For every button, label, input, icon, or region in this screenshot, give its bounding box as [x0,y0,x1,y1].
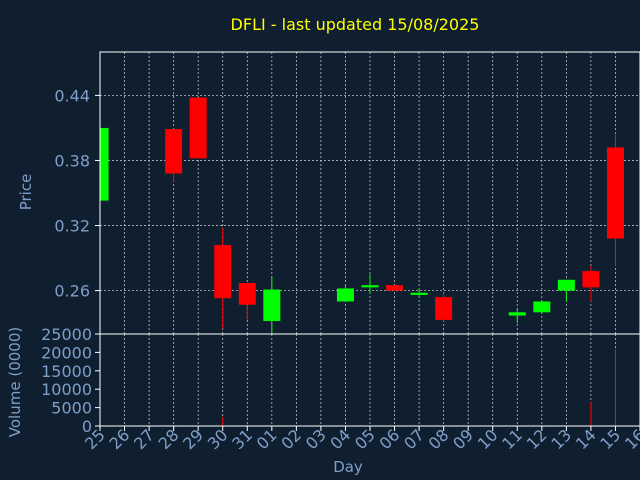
volume-axis-label: Volume (0000) [6,327,24,437]
candle-body [435,297,453,320]
volume-grid [99,334,640,426]
candle-body [606,147,624,239]
candle-body [582,271,600,288]
price-tick-label: 0.32 [54,217,90,236]
candlestick-series [99,97,624,334]
day-axis-label: Day [333,458,363,476]
price-axis-label: Price [17,174,35,211]
volume-tick-label: 20000 [41,343,92,362]
price-tick-label: 0.26 [54,282,90,301]
candle-body [336,288,354,302]
candle-body [238,283,256,305]
price-tick-label: 0.44 [54,86,90,105]
candle-body [386,285,404,291]
candle-body [508,312,526,316]
volume-tick-label: 5000 [51,399,92,418]
chart-title: DFLI - last updated 15/08/2025 [231,15,480,34]
candle-body [557,279,575,291]
candle-body [189,97,207,159]
day-tick-labels: 2526272829303101020304050607080910111213… [81,425,640,453]
volume-tick-label: 0 [82,417,92,436]
volume-tick-label: 10000 [41,380,92,399]
day-tick-label: 16 [621,425,640,453]
candle-body [263,289,281,321]
price-tick-labels: 0.26 0.32 0.38 0.44 [54,86,100,301]
price-grid [99,52,640,334]
candle-body [410,292,428,295]
candle-body [533,301,551,313]
price-tick-label: 0.38 [54,151,90,170]
volume-tick-label: 15000 [41,362,92,381]
candle-body [165,129,183,174]
candle-body [361,285,379,288]
candle-body [214,245,232,299]
candle-body [100,127,109,201]
volume-plot-frame [99,333,640,427]
volume-tick-label: 25000 [41,325,92,344]
